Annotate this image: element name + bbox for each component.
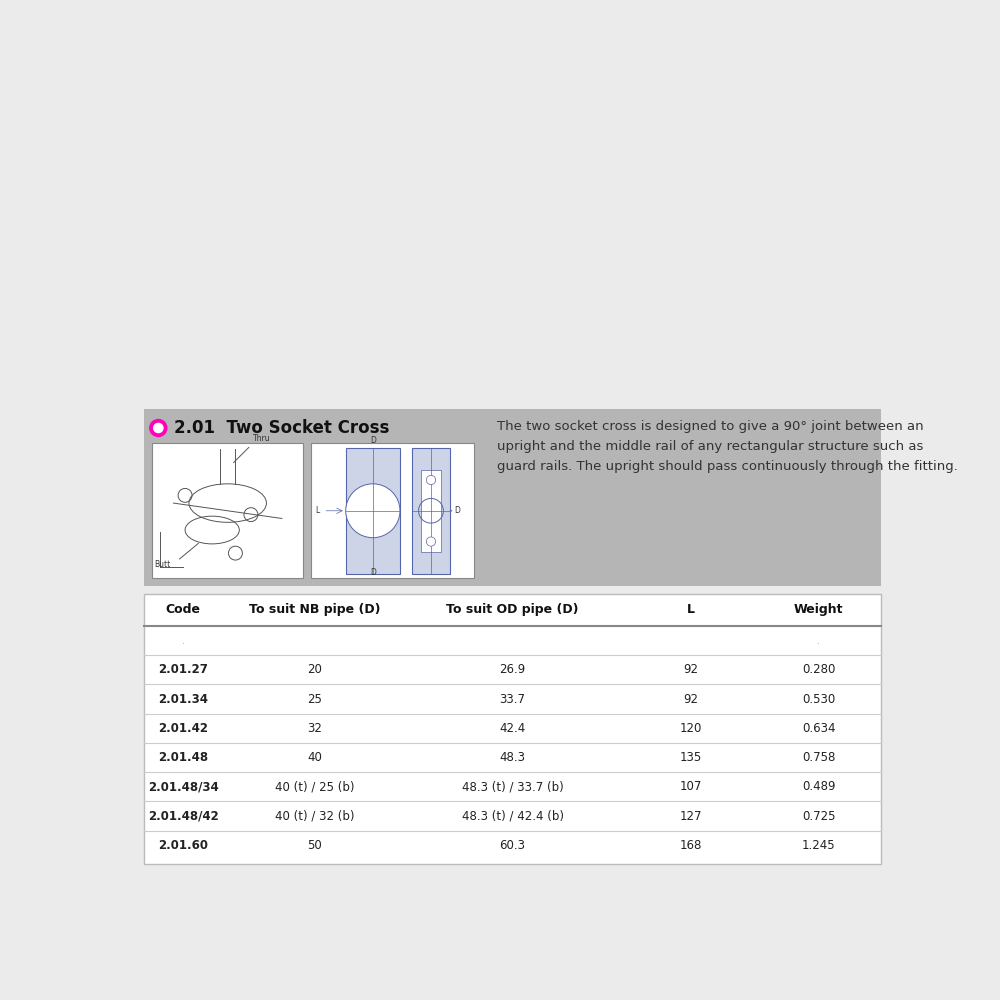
Text: 2.01.60: 2.01.60 bbox=[158, 839, 208, 852]
Text: 42.4: 42.4 bbox=[499, 722, 526, 735]
Circle shape bbox=[154, 423, 163, 433]
Text: 0.758: 0.758 bbox=[802, 751, 835, 764]
Text: 2.01.48/34: 2.01.48/34 bbox=[148, 780, 218, 793]
Text: To suit OD pipe (D): To suit OD pipe (D) bbox=[446, 603, 579, 616]
Text: 2.01.27: 2.01.27 bbox=[158, 663, 208, 676]
Text: L: L bbox=[687, 603, 695, 616]
Text: Butt: Butt bbox=[154, 560, 170, 569]
Text: 2.01.48/42: 2.01.48/42 bbox=[148, 810, 218, 823]
FancyBboxPatch shape bbox=[311, 443, 474, 578]
Text: 2.01.48: 2.01.48 bbox=[158, 751, 208, 764]
Text: 48.3 (t) / 42.4 (b): 48.3 (t) / 42.4 (b) bbox=[462, 810, 564, 823]
Text: 107: 107 bbox=[680, 780, 702, 793]
Text: 40 (t) / 25 (b): 40 (t) / 25 (b) bbox=[275, 780, 355, 793]
Text: 127: 127 bbox=[680, 810, 702, 823]
Text: 0.489: 0.489 bbox=[802, 780, 835, 793]
FancyBboxPatch shape bbox=[144, 594, 881, 864]
Text: .: . bbox=[817, 636, 820, 646]
Text: 40 (t) / 32 (b): 40 (t) / 32 (b) bbox=[275, 810, 355, 823]
FancyBboxPatch shape bbox=[346, 448, 400, 574]
FancyBboxPatch shape bbox=[421, 470, 441, 552]
Text: 25: 25 bbox=[307, 693, 322, 706]
Text: D: D bbox=[370, 436, 376, 445]
Text: 48.3 (t) / 33.7 (b): 48.3 (t) / 33.7 (b) bbox=[462, 780, 563, 793]
Text: 92: 92 bbox=[683, 693, 698, 706]
Circle shape bbox=[426, 537, 436, 546]
Text: 0.634: 0.634 bbox=[802, 722, 835, 735]
Text: 120: 120 bbox=[680, 722, 702, 735]
Text: To suit NB pipe (D): To suit NB pipe (D) bbox=[249, 603, 381, 616]
Text: 0.725: 0.725 bbox=[802, 810, 835, 823]
Text: 2.01  Two Socket Cross: 2.01 Two Socket Cross bbox=[174, 419, 389, 437]
Text: Weight: Weight bbox=[794, 603, 843, 616]
Text: L: L bbox=[315, 506, 319, 515]
FancyBboxPatch shape bbox=[144, 409, 881, 586]
Text: 40: 40 bbox=[307, 751, 322, 764]
Text: 26.9: 26.9 bbox=[499, 663, 526, 676]
Circle shape bbox=[346, 484, 400, 538]
Text: 0.280: 0.280 bbox=[802, 663, 835, 676]
Text: 2.01.42: 2.01.42 bbox=[158, 722, 208, 735]
Text: The two socket cross is designed to give a 90° joint between an
upright and the : The two socket cross is designed to give… bbox=[497, 420, 958, 473]
Text: 1.245: 1.245 bbox=[802, 839, 835, 852]
FancyBboxPatch shape bbox=[152, 443, 303, 578]
Text: Thru: Thru bbox=[252, 434, 270, 443]
Text: 92: 92 bbox=[683, 663, 698, 676]
Text: 60.3: 60.3 bbox=[500, 839, 526, 852]
Text: 32: 32 bbox=[307, 722, 322, 735]
Text: D: D bbox=[370, 568, 376, 577]
Text: 33.7: 33.7 bbox=[500, 693, 526, 706]
Circle shape bbox=[150, 420, 167, 436]
Text: 168: 168 bbox=[680, 839, 702, 852]
Text: 50: 50 bbox=[308, 839, 322, 852]
Text: 0.530: 0.530 bbox=[802, 693, 835, 706]
Circle shape bbox=[426, 475, 436, 485]
FancyBboxPatch shape bbox=[412, 448, 450, 574]
Text: 135: 135 bbox=[680, 751, 702, 764]
Text: D: D bbox=[454, 506, 460, 515]
Text: 2.01.34: 2.01.34 bbox=[158, 693, 208, 706]
Text: 20: 20 bbox=[307, 663, 322, 676]
Text: 48.3: 48.3 bbox=[500, 751, 526, 764]
Text: .: . bbox=[182, 636, 185, 646]
Text: Code: Code bbox=[166, 603, 201, 616]
